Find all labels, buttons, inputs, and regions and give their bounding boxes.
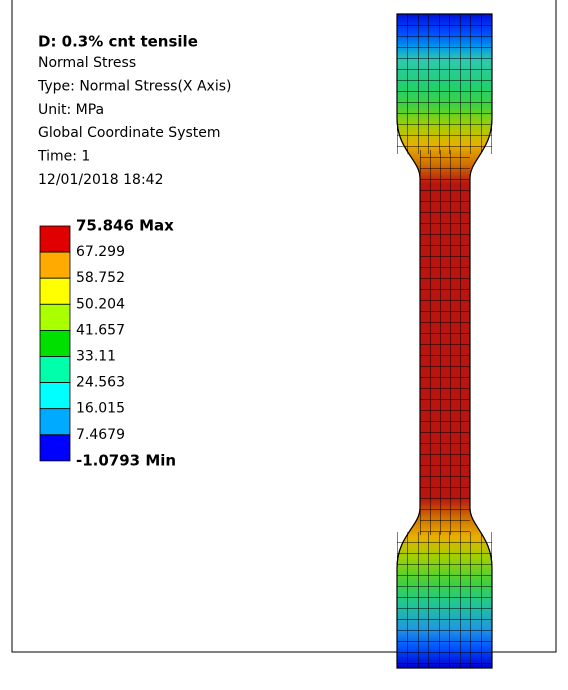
legend-label: 75.846 Max: [76, 217, 174, 235]
legend: 75.846 Max 67.299 58.752 50.204 41.657 33.11 2…: [39, 217, 176, 469]
info-line: 12/01/2018 18:42: [38, 172, 164, 188]
legend-band: [39, 251, 71, 279]
info-line: Type: Normal Stress(X Axis): [37, 78, 231, 94]
legend-label: 24.563: [76, 375, 125, 391]
result-title: D: 0.3% cnt tensile: [38, 33, 198, 51]
legend-band: [39, 408, 71, 436]
legend-label: 41.657: [76, 322, 125, 338]
legend-band: [39, 356, 71, 384]
info-line: Normal Stress: [38, 55, 136, 71]
legend-label: 50.204: [76, 296, 125, 312]
mesh: [420, 150, 470, 535]
legend-label: 7.4679: [76, 427, 125, 443]
legend-band: [39, 225, 71, 253]
legend-band: [39, 277, 71, 305]
info-line: Global Coordinate System: [38, 125, 221, 141]
mesh: [397, 532, 492, 668]
outline: [396, 13, 493, 669]
legend-band: [39, 382, 71, 410]
specimen: [396, 13, 493, 669]
legend-label: 58.752: [76, 270, 125, 286]
legend-label: 16.015: [76, 401, 125, 417]
viewport-frame: [11, 0, 557, 653]
legend-label: 33.11: [76, 349, 116, 365]
legend-band: [39, 434, 71, 462]
legend-label: 67.299: [76, 244, 125, 260]
mesh: [397, 14, 492, 154]
legend-label: -1.0793 Min: [76, 451, 176, 469]
result-info: Normal Stress Type: Normal Stress(X Axis)…: [37, 55, 231, 188]
legend-band: [39, 329, 71, 357]
info-line: Time: 1: [37, 149, 90, 165]
legend-band: [39, 303, 71, 331]
info-line: Unit: MPa: [38, 102, 104, 118]
